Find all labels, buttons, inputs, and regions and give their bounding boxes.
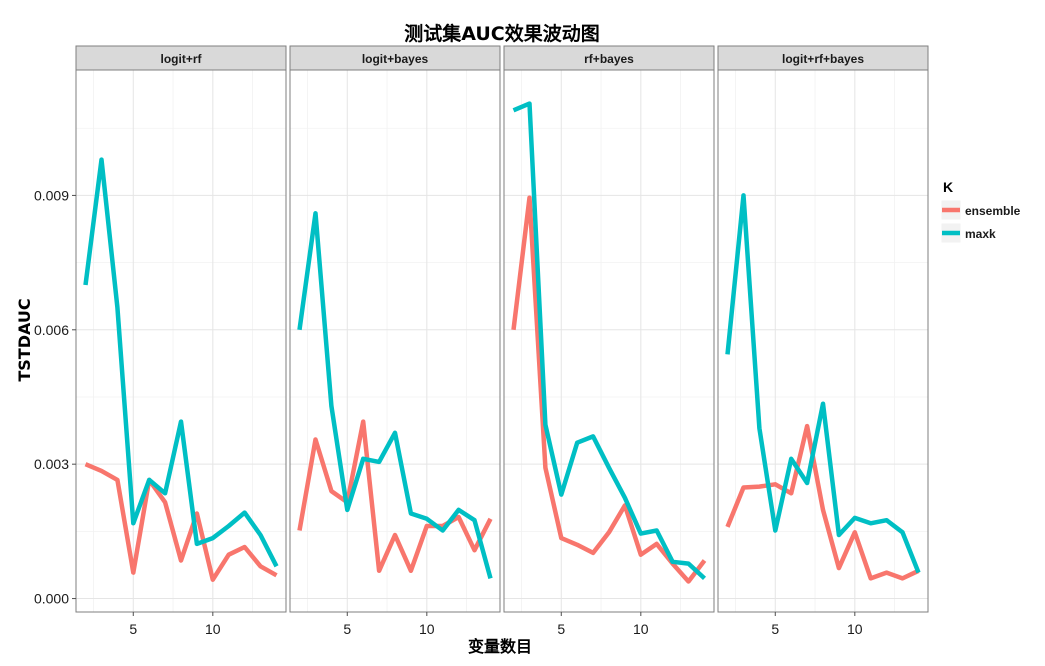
facet-strip-label: logit+rf+bayes bbox=[782, 52, 864, 66]
y-tick-label: 0.003 bbox=[34, 456, 69, 472]
y-tick-label: 0.009 bbox=[34, 187, 69, 203]
facet-strip-label: rf+bayes bbox=[584, 52, 634, 66]
facet-strip bbox=[75, 45, 287, 71]
series-line-maxk bbox=[297, 211, 493, 579]
series-line-maxk bbox=[512, 101, 707, 581]
x-tick-label: 10 bbox=[205, 621, 221, 637]
x-axis-title: 变量数目 bbox=[468, 637, 532, 656]
series-line-maxk bbox=[83, 157, 279, 568]
panel-background bbox=[718, 70, 928, 612]
x-tick-label: 5 bbox=[129, 621, 137, 637]
x-tick-label: 5 bbox=[557, 621, 565, 637]
x-tick-label: 10 bbox=[847, 621, 863, 637]
x-tick-label: 5 bbox=[343, 621, 351, 637]
facet-panel: logit+rf+bayes 5 10 bbox=[717, 45, 929, 637]
legend-label-maxk: maxk bbox=[965, 227, 996, 241]
legend-label-ensemble: ensemble bbox=[965, 204, 1021, 218]
y-axis-title: TSTDAUC bbox=[15, 298, 34, 381]
x-tick-label: 10 bbox=[419, 621, 435, 637]
facet-panel: rf+bayes 5 10 bbox=[503, 45, 715, 637]
x-tick-label: 10 bbox=[633, 621, 649, 637]
facet-strip bbox=[289, 45, 501, 71]
y-tick-label: 0.000 bbox=[34, 591, 69, 607]
facet-strip-label: logit+bayes bbox=[362, 52, 429, 66]
facet-strip bbox=[503, 45, 715, 71]
facet-strip bbox=[717, 45, 929, 71]
facet-panel: logit+rf 5 10 bbox=[75, 45, 287, 637]
chart-title: 测试集AUC效果波动图 bbox=[404, 22, 600, 45]
series-line-maxk bbox=[725, 193, 921, 574]
legend-title: K bbox=[943, 179, 953, 195]
series-line-ensemble bbox=[84, 462, 278, 582]
y-axis: 0.000 0.003 0.006 0.009 bbox=[34, 187, 76, 607]
panel-background bbox=[290, 70, 500, 612]
facet-strip-label: logit+rf bbox=[161, 52, 203, 66]
x-tick-label: 5 bbox=[771, 621, 779, 637]
series-line-ensemble bbox=[725, 423, 920, 581]
panel-background bbox=[76, 70, 286, 612]
legend: K ensemble maxk bbox=[940, 179, 1021, 244]
series-line-ensemble bbox=[297, 419, 493, 574]
y-tick-label: 0.006 bbox=[34, 322, 69, 338]
facet-panel: logit+bayes 5 10 bbox=[289, 45, 501, 637]
